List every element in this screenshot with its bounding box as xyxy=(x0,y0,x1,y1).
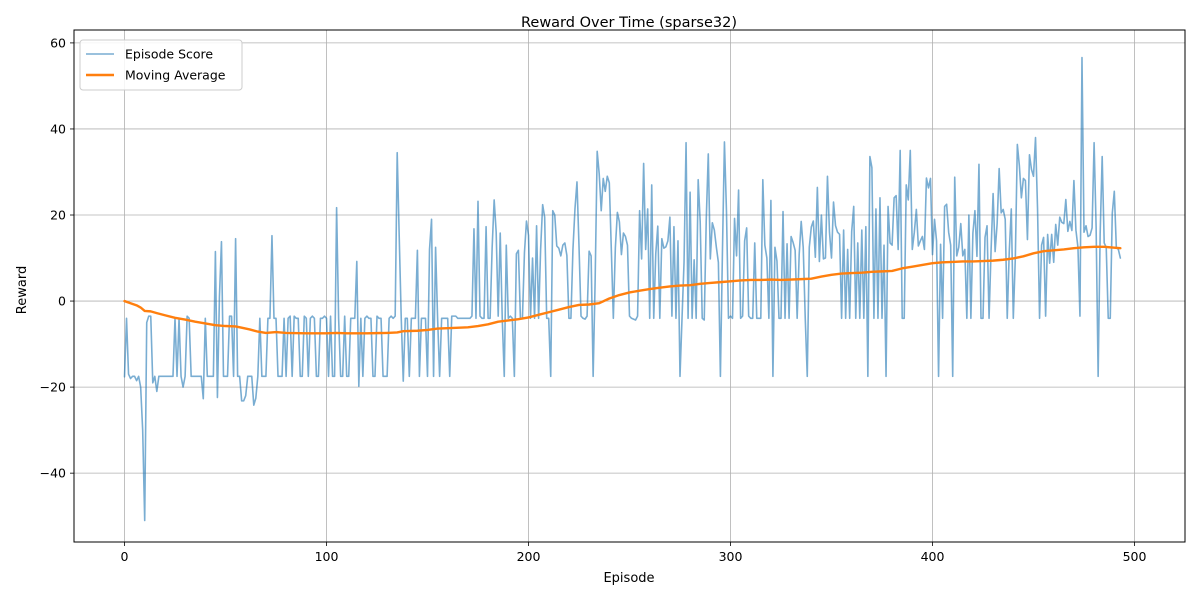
grid-layer xyxy=(74,30,1185,542)
y-tick-label: 20 xyxy=(50,208,66,223)
y-tick-label: 60 xyxy=(50,35,66,50)
series-layer xyxy=(123,56,1122,522)
legend: Episode Score Moving Average xyxy=(79,39,243,91)
plot-frame xyxy=(73,29,1186,543)
y-tick-label: 40 xyxy=(50,121,66,136)
x-tick-label: 200 xyxy=(517,549,541,564)
legend-label-episode-score: Episode Score xyxy=(125,47,213,62)
y-tick-label: −40 xyxy=(40,466,66,481)
x-tick-label: 500 xyxy=(1123,549,1147,564)
y-tick-label: 0 xyxy=(58,294,66,309)
x-tick-label: 100 xyxy=(315,549,339,564)
episode-score-line xyxy=(123,56,1122,522)
moving-average-line xyxy=(123,245,1122,335)
y-axis-label: Reward xyxy=(15,266,30,314)
legend-label-moving-average: Moving Average xyxy=(125,68,226,83)
x-tick-label: 0 xyxy=(121,549,129,564)
x-tick-label: 400 xyxy=(921,549,945,564)
y-tick-label: −20 xyxy=(40,380,66,395)
chart-title: Reward Over Time (sparse32) xyxy=(521,15,737,31)
x-axis-label: Episode xyxy=(603,571,654,586)
tick-layer: 0 100 200 300 400 500 −40 −20 0 20 40 60 xyxy=(40,35,1147,564)
legend-box xyxy=(79,39,243,91)
x-tick-label: 300 xyxy=(719,549,743,564)
